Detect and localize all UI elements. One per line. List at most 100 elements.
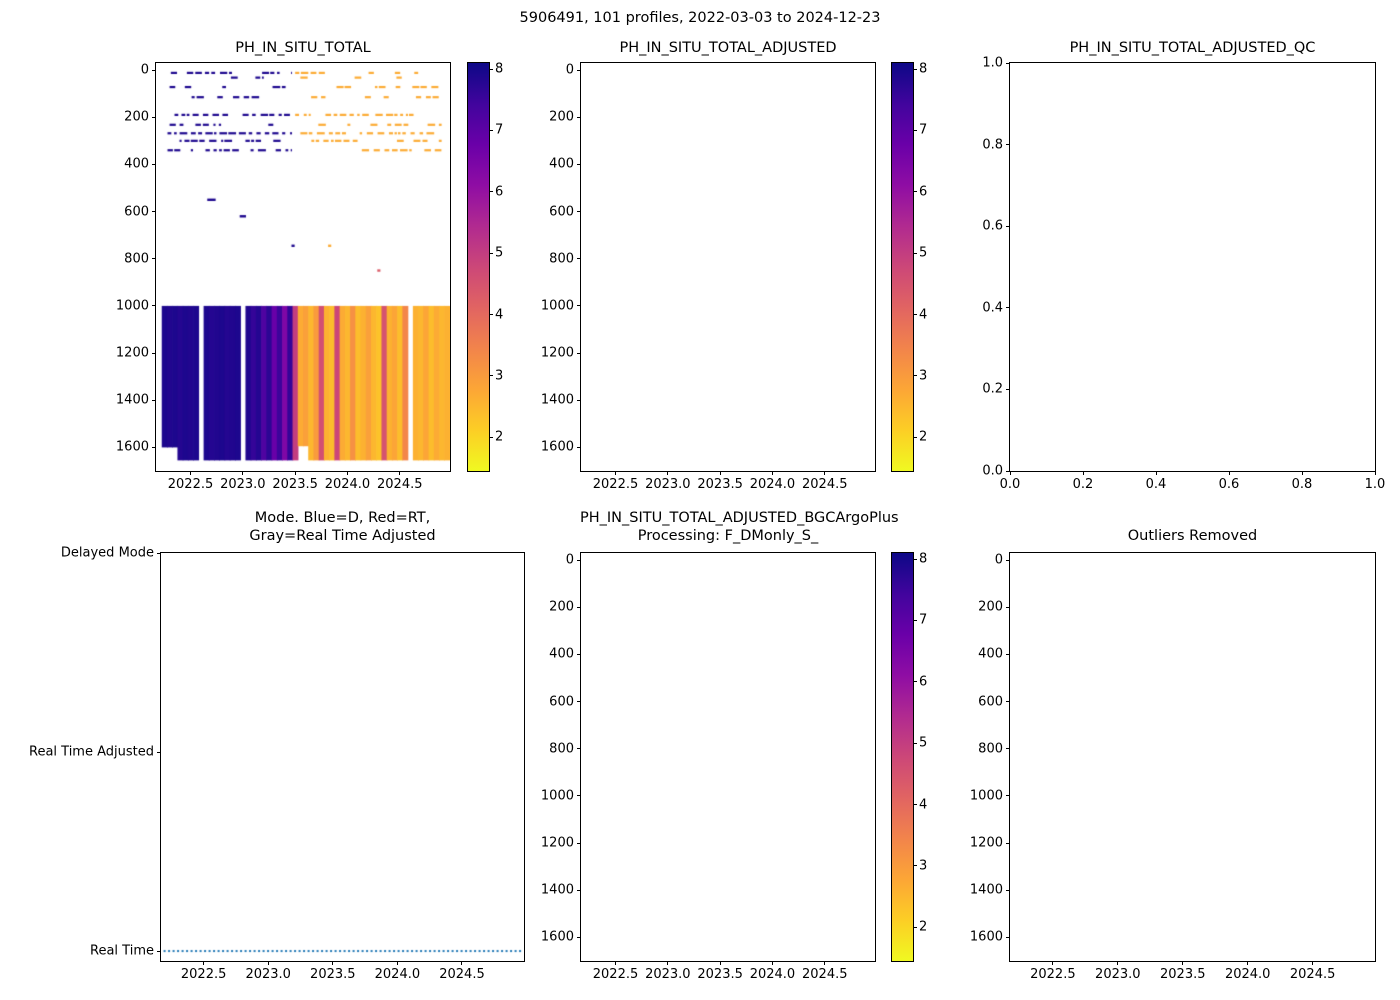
colorbar-tick-label: 2 xyxy=(495,429,504,445)
y-tick-mark xyxy=(1006,653,1010,655)
colorbar-tick-mark xyxy=(913,129,917,131)
x-tick-label: 2023.5 xyxy=(310,967,356,982)
plot-ph-adjusted-qc: 0.0 0.2 0.4 0.6 0.8 1.0 1.0 0.8 0.6 0.4 0.2 0.0 xyxy=(982,56,1385,493)
colorbar-tick-label: 4 xyxy=(919,797,928,813)
ph-in-situ-total-adjusted-canvas xyxy=(581,63,875,471)
x-tick-mark xyxy=(667,471,669,475)
y-tick-mark xyxy=(1006,388,1010,390)
y-tick-mark xyxy=(577,69,581,71)
colorbar-tick-label: 5 xyxy=(919,735,928,751)
x-tick-mark xyxy=(1117,961,1119,965)
x-tick-label: 2022.5 xyxy=(180,967,227,982)
x-tick-mark xyxy=(461,961,463,965)
colorbar-ph-in-situ-total-adjusted: 8 7 6 5 4 3 2 xyxy=(891,62,927,472)
x-tick-label: 1.0 xyxy=(1364,477,1386,492)
y-tick-label: 1000 xyxy=(969,788,1003,804)
colorbar-tick-label: 5 xyxy=(495,245,504,261)
x-tick-label: 2022.5 xyxy=(592,967,639,982)
colorbar-tick-label: 2 xyxy=(919,919,928,935)
x-tick-mark xyxy=(824,961,826,965)
x-tick-label: 2024.5 xyxy=(377,477,423,492)
heatmap-ph-in-situ-total: 2022.5 2023.0 2023.5 2024.0 2024.5 0 200 400 600… xyxy=(116,62,451,492)
x-tick-label: 0.0 xyxy=(999,477,1021,492)
colorbar-tick-label: 6 xyxy=(919,184,928,200)
ph-in-situ-total-canvas xyxy=(156,63,450,471)
y-tick-mark xyxy=(577,606,581,608)
x-tick-mark xyxy=(332,961,334,965)
y-tick-mark xyxy=(577,116,581,118)
outliers-removed-canvas xyxy=(1010,553,1375,961)
y-tick-mark xyxy=(577,889,581,891)
x-tick-mark xyxy=(1374,471,1376,475)
colorbar-bgc-argo-plus: 8 7 6 5 4 3 2 xyxy=(891,552,927,962)
colorbar-tick-mark xyxy=(489,129,493,131)
title-mode: Mode. Blue=D, Red=RT, Gray=Real Time Adj… xyxy=(160,509,525,545)
y-tick-mark xyxy=(577,399,581,401)
y-tick-label: 1600 xyxy=(540,439,574,455)
colorbar-tick-mark xyxy=(913,191,917,193)
colorbar-tick-label: 3 xyxy=(919,858,928,874)
x-tick-mark xyxy=(396,961,398,965)
x-tick-mark xyxy=(190,471,192,475)
y-tick-label: 200 xyxy=(978,599,1003,615)
y-tick-label: 400 xyxy=(978,646,1003,662)
x-tick-label: 2024.0 xyxy=(749,477,796,492)
y-tick-label: 1600 xyxy=(115,439,149,455)
x-tick-mark xyxy=(719,961,721,965)
figure-title: 5906491, 101 profiles, 2022-03-03 to 202… xyxy=(519,10,881,26)
colorbar-tick-label: 5 xyxy=(919,245,928,261)
x-tick-label: 2022.5 xyxy=(592,477,639,492)
x-tick-mark xyxy=(824,471,826,475)
y-tick-label: 600 xyxy=(978,694,1003,710)
x-tick-mark xyxy=(771,961,773,965)
plot-ph-in-situ-total-adjusted: 2022.5 2023.0 2023.5 2024.0 2024.5 0 200 400 600… xyxy=(541,62,876,492)
y-tick-mark xyxy=(577,446,581,448)
colorbar-tick-mark xyxy=(913,804,917,806)
colorbar-tick-label: 7 xyxy=(919,612,928,628)
colorbar-tick-label: 3 xyxy=(919,368,928,384)
y-tick-label: 0.6 xyxy=(982,218,1003,234)
y-tick-mark xyxy=(152,69,156,71)
colorbar-tick-label: 2 xyxy=(919,429,928,445)
y-tick-label: 1600 xyxy=(969,929,1003,945)
x-tick-mark xyxy=(1301,471,1303,475)
x-tick-label: 2023.0 xyxy=(245,967,291,982)
title-bgc-line1: PH_IN_SITU_TOTAL_ADJUSTED_BGCArgoPlus xyxy=(580,510,899,526)
mode-canvas xyxy=(161,553,524,961)
x-tick-mark xyxy=(615,471,617,475)
x-tick-label: 2023.5 xyxy=(1160,967,1206,982)
x-tick-mark xyxy=(1009,471,1011,475)
x-tick-label: 0.2 xyxy=(1072,477,1094,492)
x-tick-mark xyxy=(719,471,721,475)
y-tick-label: 0.0 xyxy=(982,463,1003,479)
x-tick-label: 0.4 xyxy=(1145,477,1167,492)
x-tick-label: 2023.5 xyxy=(272,477,318,492)
ph-in-situ-total-adjusted-qc-canvas xyxy=(1010,63,1375,471)
title-ph-adjusted-qc: PH_IN_SITU_TOTAL_ADJUSTED_QC xyxy=(1069,40,1316,56)
x-tick-mark xyxy=(1155,471,1157,475)
y-tick-mark xyxy=(577,258,581,260)
y-tick-mark xyxy=(152,446,156,448)
title-ph-in-situ-total: PH_IN_SITU_TOTAL xyxy=(235,40,371,56)
y-tick-mark xyxy=(577,653,581,655)
y-tick-mark xyxy=(152,352,156,354)
colorbar-tick-label: 8 xyxy=(495,61,504,77)
y-tick-label: 1200 xyxy=(115,345,149,361)
x-tick-label: 2023.5 xyxy=(697,967,743,982)
colorbar-tick-mark xyxy=(489,314,493,316)
colorbar-tick-label: 6 xyxy=(495,184,504,200)
x-tick-label: 2022.5 xyxy=(1030,967,1076,982)
plot-outliers-removed: 2022.5 2023.0 2023.5 2024.0 2024.5 0 200 400 600… xyxy=(970,552,1376,982)
colorbar-tick-mark xyxy=(913,558,917,560)
x-tick-mark xyxy=(1312,961,1314,965)
colorbar-tick-mark xyxy=(489,252,493,254)
x-tick-label: 2024.0 xyxy=(374,967,421,982)
x-tick-mark xyxy=(615,961,617,965)
y-tick-label: 1.0 xyxy=(982,55,1003,71)
y-tick-label: 0 xyxy=(565,62,574,78)
y-tick-label: 0.2 xyxy=(982,381,1003,397)
y-tick-label: 1000 xyxy=(115,298,149,314)
x-tick-label: 2024.0 xyxy=(324,477,371,492)
colorbar-tick-mark xyxy=(913,742,917,744)
